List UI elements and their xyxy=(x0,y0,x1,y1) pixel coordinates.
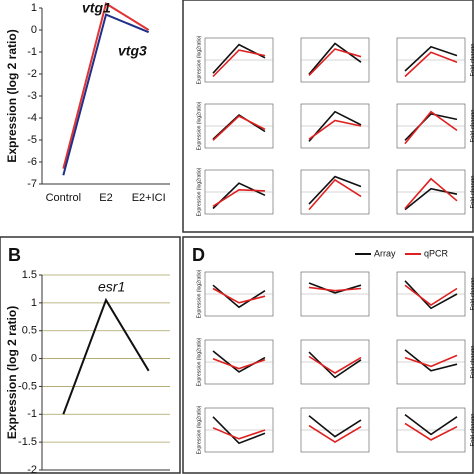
mini-y-label: Expression (log2ratio) xyxy=(196,337,202,386)
mini-line xyxy=(212,49,266,78)
y-tick-label: 0.5 xyxy=(22,325,37,337)
mini-line xyxy=(404,177,458,210)
y-tick-label: 1 xyxy=(31,297,37,309)
x-tick-label: E2+ICI xyxy=(132,192,166,204)
mini-line xyxy=(404,284,458,306)
mini-line xyxy=(404,349,458,372)
panel-c-frame xyxy=(182,0,474,233)
mini-line xyxy=(404,413,458,436)
mini-y-label: Expression (log2ratio) xyxy=(196,167,202,216)
panel-d-frame xyxy=(182,236,474,474)
mini-line xyxy=(308,110,362,142)
mini-line xyxy=(308,351,362,379)
y-tick-label: -0.5 xyxy=(18,380,37,392)
mini-line xyxy=(404,422,458,441)
panel-letter: D xyxy=(192,245,205,265)
mini-line xyxy=(308,282,362,294)
y-tick-label: 0 xyxy=(31,24,37,36)
series-line xyxy=(62,13,150,176)
y-tick-label: -3 xyxy=(27,90,37,102)
y-tick-label: -6 xyxy=(27,156,37,168)
mini-y2-label: Fold change xyxy=(471,109,474,143)
y-tick-label: -1 xyxy=(27,408,37,420)
mini-line xyxy=(212,287,266,304)
series-label: vtg3 xyxy=(118,43,147,59)
series-line xyxy=(62,2,150,169)
series-label: vtg1 xyxy=(82,0,111,16)
mini-line xyxy=(404,280,458,310)
y-tick-label: -2 xyxy=(27,68,37,80)
series-line xyxy=(62,297,150,415)
mini-line xyxy=(212,188,266,207)
mini-y2-label: Fold change xyxy=(471,175,474,209)
mini-line xyxy=(404,187,458,211)
y-tick-label: -1 xyxy=(27,46,37,58)
mini-line xyxy=(308,48,362,76)
y-tick-label: 1.5 xyxy=(22,269,37,281)
y-axis-label: Expression (log 2 ratio) xyxy=(5,29,19,162)
y-tick-label: -4 xyxy=(27,112,37,124)
panel-letter: B xyxy=(8,245,21,265)
y-tick-label: 1 xyxy=(31,2,37,14)
mini-line xyxy=(404,45,458,72)
y-tick-label: -1.5 xyxy=(18,436,37,448)
mini-line xyxy=(212,427,266,440)
y-tick-label: -5 xyxy=(27,134,37,146)
y-tick-label: -7 xyxy=(27,178,37,190)
mini-line xyxy=(308,286,362,292)
mini-line xyxy=(308,424,362,444)
mini-y2-label: Fold change xyxy=(471,277,474,311)
x-tick-label: E2 xyxy=(99,192,112,204)
mini-y-label: Expression (log2ratio) xyxy=(196,269,202,318)
x-tick-label: Control xyxy=(46,192,81,204)
mini-line xyxy=(308,415,362,438)
mini-y-label: Expression (log2ratio) xyxy=(196,35,202,84)
mini-line xyxy=(212,182,266,210)
mini-line xyxy=(308,42,362,75)
mini-line xyxy=(212,284,266,309)
y-tick-label: -2 xyxy=(27,464,37,474)
mini-line xyxy=(404,113,458,141)
series-label: esr1 xyxy=(98,279,125,295)
mini-y-label: Expression (log2ratio) xyxy=(196,101,202,150)
mini-line xyxy=(308,119,362,140)
mini-line xyxy=(308,178,362,211)
mini-line xyxy=(212,113,266,140)
mini-line xyxy=(308,355,362,374)
mini-y-label: Expression (log2ratio) xyxy=(196,405,202,454)
mini-line xyxy=(212,416,266,445)
y-tick-label: 0 xyxy=(31,352,37,364)
mini-y2-label: Fold change xyxy=(471,345,474,379)
mini-line xyxy=(212,357,266,370)
mini-y2-label: Fold change xyxy=(471,43,474,77)
legend-label: Array xyxy=(374,248,396,258)
y-axis-label: Expression (log 2 ratio) xyxy=(5,306,19,439)
mini-line xyxy=(404,110,458,145)
mini-line xyxy=(308,175,362,205)
mini-line xyxy=(404,51,458,78)
legend-label: qPCR xyxy=(424,248,449,258)
mini-line xyxy=(404,354,458,368)
mini-line xyxy=(212,115,266,141)
mini-y2-label: Fold change xyxy=(471,413,474,447)
panel-b-frame xyxy=(0,236,181,474)
